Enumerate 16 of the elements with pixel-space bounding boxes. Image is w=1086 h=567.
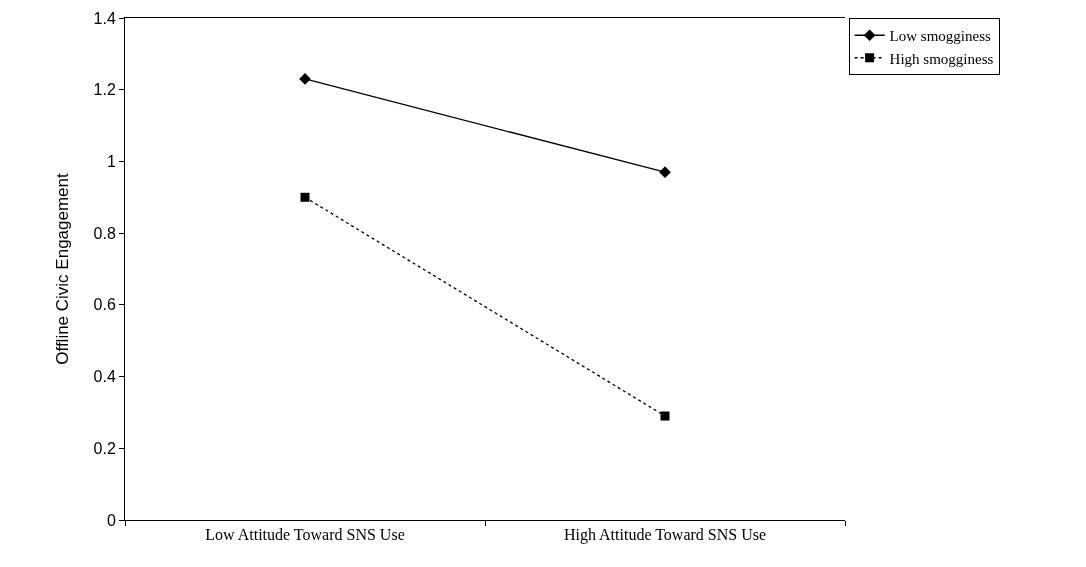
point <box>300 192 310 202</box>
point <box>659 166 671 179</box>
y-tick-label: 1.4 <box>93 9 116 27</box>
x-tick-label: High Attitude Toward SNS Use <box>563 526 767 545</box>
y-tick-label: 0 <box>106 511 116 529</box>
y-tick-label: 0.6 <box>93 296 116 314</box>
y-tick-label: 1 <box>106 153 116 171</box>
y-tick-label: 0.8 <box>93 224 116 242</box>
y-tick-label: 0.2 <box>93 439 116 457</box>
point <box>660 411 670 421</box>
legend-label: Low smogginess <box>889 28 992 45</box>
legend-label: High smogginess <box>889 50 994 67</box>
y-tick-label: 0.4 <box>93 368 116 386</box>
y-axis-title: Offline Civic Engagement <box>53 172 73 365</box>
x-tick-label: Low Attitude Toward SNS Use <box>205 526 405 544</box>
y-tick-label: 1.2 <box>93 81 116 99</box>
